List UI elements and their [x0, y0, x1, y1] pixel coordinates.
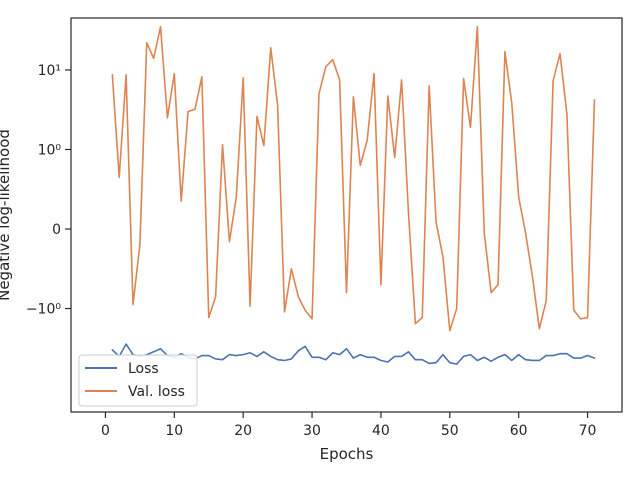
- y-tick-label: −10⁰: [26, 302, 62, 318]
- plot-frame: [70, 17, 623, 413]
- y-tick-label: 10⁰: [38, 142, 62, 158]
- legend-label-val-loss: Val. loss: [128, 384, 185, 400]
- x-axis-label: Epochs: [320, 445, 374, 463]
- y-tick-label: 0: [52, 222, 61, 238]
- legend: Loss Val. loss: [78, 354, 198, 407]
- x-tick-label: 0: [101, 423, 110, 439]
- x-tick-label: 10: [165, 423, 183, 439]
- y-tick-label: 10¹: [38, 63, 61, 79]
- legend-label-loss: Loss: [128, 361, 159, 377]
- x-tick-label: 60: [510, 423, 528, 439]
- val-loss-line: [111, 25, 596, 332]
- ticks: 0 10 20 30 40 50 60 70 −10⁰ 0 10⁰ 10¹: [26, 63, 597, 439]
- y-axis-label: Negative log-likelihood: [0, 129, 13, 301]
- x-tick-label: 50: [441, 423, 459, 439]
- x-tick-label: 40: [372, 423, 390, 439]
- x-tick-label: 20: [234, 423, 252, 439]
- x-tick-label: 30: [303, 423, 321, 439]
- x-tick-label: 70: [579, 423, 597, 439]
